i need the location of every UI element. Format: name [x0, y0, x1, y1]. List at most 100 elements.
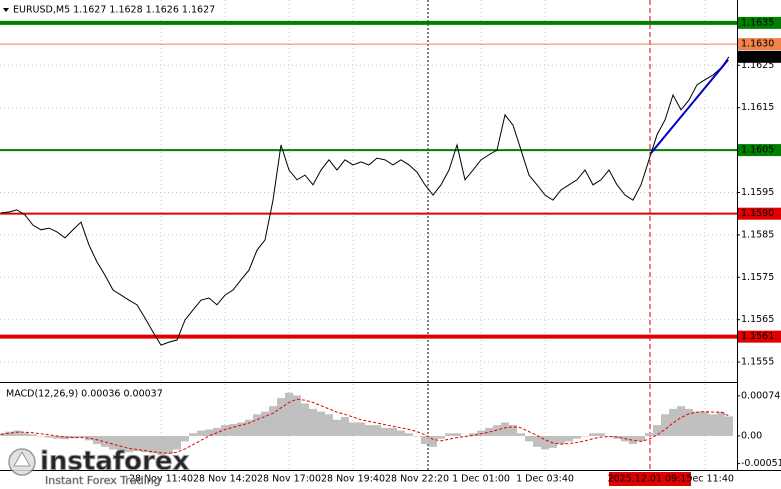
histogram-bar [685, 408, 693, 436]
histogram-bar [541, 435, 549, 450]
histogram-bar [701, 411, 709, 436]
histogram-bar [413, 435, 421, 437]
level-label-box [738, 330, 781, 343]
histogram-bar [293, 395, 301, 436]
histogram-bar [325, 414, 333, 436]
y-tick-label: 1.1625 [741, 60, 774, 71]
histogram-bar [61, 435, 69, 440]
histogram-bar [533, 435, 541, 447]
histogram-bar [493, 425, 501, 436]
histogram-bar [469, 433, 477, 436]
y-tick-label: 1.1595 [741, 187, 774, 198]
histogram-bar [221, 425, 229, 436]
histogram-bar [421, 435, 429, 445]
logo-tagline: Instant Forex Trading [45, 474, 161, 487]
histogram-bar [557, 435, 565, 445]
level-label: 1.1635 [741, 17, 774, 28]
y-tick-label: 1.1615 [741, 102, 774, 113]
logo-brand: instaforex [40, 447, 190, 477]
x-tick-label: 1 Dec 11:40 [676, 474, 734, 485]
crosshair-label-box [609, 472, 691, 486]
histogram-bar [45, 435, 53, 438]
histogram-bar [357, 422, 365, 436]
histogram-bar [717, 411, 725, 436]
histogram-bar [693, 411, 701, 436]
histogram-bar [453, 433, 461, 436]
level-label: 1.1561 [741, 331, 774, 342]
histogram-bar [629, 435, 637, 445]
histogram-bar [301, 403, 309, 436]
histogram-bar [437, 435, 445, 439]
histogram-bar [317, 411, 325, 436]
histogram-bar [205, 429, 213, 436]
y-tick-label: 1.1575 [741, 272, 774, 283]
histogram-bar [349, 422, 357, 436]
histogram-bar [261, 411, 269, 436]
histogram-bar [381, 427, 389, 436]
histogram-bar [285, 392, 293, 436]
histogram-bar [197, 430, 205, 436]
histogram-bar [213, 427, 221, 436]
x-tick-label: 28 Nov 14:20 [193, 474, 257, 485]
histogram-bar [485, 427, 493, 436]
histogram-bar [29, 434, 37, 436]
histogram-bar [589, 433, 597, 436]
histogram-bar [269, 406, 277, 436]
histogram-bar [77, 435, 85, 438]
macd-title: MACD(12,26,9) 0.00036 0.00037 [6, 389, 163, 400]
histogram-bar [653, 425, 661, 436]
histogram-bar [237, 422, 245, 436]
logo: instaforex Instant Forex Trading [8, 446, 190, 487]
histogram-bar [21, 432, 29, 436]
histogram-bar [181, 435, 189, 442]
histogram-bar [373, 425, 381, 436]
histogram-bar [245, 419, 253, 436]
histogram-bar [117, 435, 125, 452]
x-tick-label: 28 Nov 11:40 [129, 474, 193, 485]
level-label-box [738, 16, 781, 29]
histogram-bar [661, 414, 669, 436]
y-tick-label: 1.1585 [741, 229, 774, 240]
histogram-bar [637, 435, 645, 442]
histogram-bar [445, 433, 453, 436]
level-label-box [738, 38, 781, 51]
histogram-bar [101, 435, 109, 447]
histogram-bar [573, 435, 581, 439]
chart-title: EURUSD,M5 1.1627 1.1628 1.1626 1.1627 [13, 5, 215, 16]
level-label-box [738, 144, 781, 157]
price-line [0, 56, 730, 346]
histogram-bar [189, 433, 197, 436]
histogram-bar [125, 435, 133, 453]
histogram-bar [157, 435, 165, 455]
current-price-box [738, 50, 781, 63]
menu-triangle [3, 8, 9, 12]
histogram-bar [605, 435, 613, 437]
histogram-bar [229, 424, 237, 436]
histogram-bar [709, 414, 717, 436]
histogram-bar [173, 435, 181, 450]
histogram-bar [133, 435, 141, 452]
signal-line [0, 398, 730, 454]
x-tick-label: 28 Nov 17:00 [257, 474, 321, 485]
crosshair-label: 2025.12.01 09:15 [608, 474, 693, 485]
histogram-bar [53, 435, 61, 439]
histogram-bar [405, 433, 413, 436]
level-label: 1.1590 [741, 208, 774, 219]
current-price-label: 1.1627 [741, 51, 774, 62]
histogram-bar [309, 408, 317, 436]
histogram-bar [149, 435, 157, 454]
y-tick-label: 1.1565 [741, 314, 774, 325]
histogram-bar [677, 406, 685, 436]
y-tick-label: 0.00074 [741, 390, 780, 401]
histogram-bar [549, 435, 557, 448]
trend-line [650, 59, 729, 154]
level-label-box [738, 207, 781, 220]
y-tick-label: 1.1555 [741, 357, 774, 368]
histogram-bar [565, 435, 573, 442]
histogram-bar [141, 435, 149, 453]
histogram-bar [365, 425, 373, 436]
histogram-bar [5, 431, 13, 436]
x-tick-label: 28 Nov 19:40 [321, 474, 385, 485]
